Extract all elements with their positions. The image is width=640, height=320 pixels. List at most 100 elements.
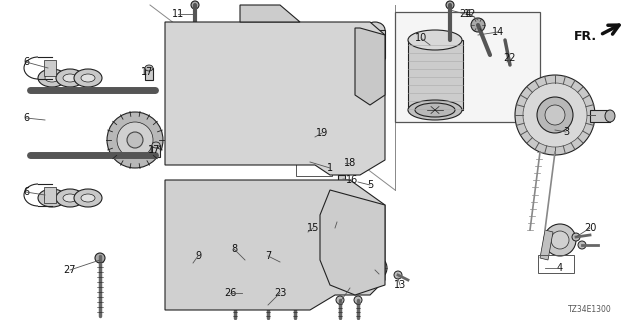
Text: 3: 3 bbox=[563, 127, 569, 137]
Circle shape bbox=[345, 215, 365, 235]
Circle shape bbox=[500, 35, 510, 45]
Polygon shape bbox=[296, 125, 340, 148]
Text: 8: 8 bbox=[231, 244, 237, 254]
Polygon shape bbox=[240, 5, 300, 22]
Ellipse shape bbox=[81, 194, 95, 202]
Text: 26: 26 bbox=[224, 288, 236, 298]
Text: 24: 24 bbox=[459, 9, 471, 19]
Circle shape bbox=[303, 227, 313, 237]
Circle shape bbox=[223, 259, 233, 269]
Text: 6: 6 bbox=[23, 113, 29, 123]
Ellipse shape bbox=[264, 63, 296, 107]
Circle shape bbox=[267, 259, 277, 269]
Circle shape bbox=[255, 220, 295, 260]
Ellipse shape bbox=[63, 194, 77, 202]
Ellipse shape bbox=[74, 69, 102, 87]
Circle shape bbox=[515, 75, 595, 155]
Polygon shape bbox=[165, 22, 385, 175]
Ellipse shape bbox=[408, 30, 462, 50]
Circle shape bbox=[210, 255, 250, 295]
Ellipse shape bbox=[468, 30, 488, 40]
Bar bbox=[152, 145, 160, 157]
Ellipse shape bbox=[474, 33, 482, 37]
Ellipse shape bbox=[38, 69, 66, 87]
Text: 6: 6 bbox=[23, 57, 29, 67]
Text: 6: 6 bbox=[23, 187, 29, 197]
Circle shape bbox=[218, 228, 242, 252]
Polygon shape bbox=[165, 180, 385, 310]
Text: 23: 23 bbox=[274, 288, 286, 298]
Circle shape bbox=[187, 257, 199, 269]
Ellipse shape bbox=[56, 69, 84, 87]
Polygon shape bbox=[540, 230, 553, 260]
Circle shape bbox=[363, 256, 387, 280]
Ellipse shape bbox=[200, 71, 220, 99]
Circle shape bbox=[263, 228, 287, 252]
Circle shape bbox=[537, 97, 573, 133]
Circle shape bbox=[446, 1, 454, 9]
Circle shape bbox=[551, 231, 569, 249]
Text: 16: 16 bbox=[346, 175, 358, 185]
Text: 15: 15 bbox=[307, 223, 319, 233]
Circle shape bbox=[127, 132, 143, 148]
Text: 20: 20 bbox=[584, 223, 596, 233]
Ellipse shape bbox=[45, 194, 59, 202]
Ellipse shape bbox=[365, 22, 385, 38]
Circle shape bbox=[263, 263, 287, 287]
Ellipse shape bbox=[145, 65, 153, 71]
Circle shape bbox=[346, 251, 374, 279]
Bar bbox=[395, 12, 540, 122]
Circle shape bbox=[337, 207, 373, 243]
Circle shape bbox=[544, 224, 576, 256]
Bar bbox=[365, 30, 385, 58]
Text: 27: 27 bbox=[64, 265, 76, 275]
Text: 4: 4 bbox=[557, 263, 563, 273]
Bar bbox=[408, 40, 463, 110]
Ellipse shape bbox=[365, 50, 385, 66]
Text: FR.: FR. bbox=[574, 30, 597, 44]
Text: 12: 12 bbox=[464, 9, 476, 19]
Circle shape bbox=[210, 220, 250, 260]
Circle shape bbox=[369, 262, 381, 274]
Bar bbox=[338, 175, 345, 182]
Text: 14: 14 bbox=[492, 27, 504, 37]
Polygon shape bbox=[320, 190, 385, 295]
Circle shape bbox=[545, 105, 565, 125]
Ellipse shape bbox=[63, 74, 77, 82]
Bar bbox=[296, 148, 332, 176]
Ellipse shape bbox=[605, 110, 615, 122]
Bar bbox=[44, 60, 56, 76]
Ellipse shape bbox=[45, 74, 59, 82]
Circle shape bbox=[572, 233, 580, 241]
Text: 13: 13 bbox=[394, 280, 406, 290]
Ellipse shape bbox=[408, 100, 462, 120]
Ellipse shape bbox=[235, 71, 255, 99]
Bar bbox=[44, 187, 56, 203]
Text: 17: 17 bbox=[148, 145, 160, 155]
Ellipse shape bbox=[74, 189, 102, 207]
Circle shape bbox=[255, 255, 295, 295]
Circle shape bbox=[354, 296, 362, 304]
Circle shape bbox=[95, 253, 105, 263]
Ellipse shape bbox=[152, 142, 160, 148]
Bar bbox=[242, 273, 302, 305]
Text: 5: 5 bbox=[367, 180, 373, 190]
Ellipse shape bbox=[38, 189, 66, 207]
Ellipse shape bbox=[194, 63, 226, 107]
Text: 22: 22 bbox=[504, 53, 516, 63]
Ellipse shape bbox=[56, 189, 84, 207]
Circle shape bbox=[191, 1, 199, 9]
Text: TZ34E1300: TZ34E1300 bbox=[568, 306, 612, 315]
Ellipse shape bbox=[299, 63, 331, 107]
Bar bbox=[538, 255, 574, 273]
Ellipse shape bbox=[81, 74, 95, 82]
Circle shape bbox=[264, 296, 272, 304]
Text: 18: 18 bbox=[344, 158, 356, 168]
Text: 25: 25 bbox=[344, 283, 356, 293]
Circle shape bbox=[394, 271, 402, 279]
Text: 7: 7 bbox=[265, 251, 271, 261]
Text: 2: 2 bbox=[376, 269, 382, 279]
Text: 10: 10 bbox=[415, 33, 427, 43]
Circle shape bbox=[291, 296, 299, 304]
Circle shape bbox=[578, 241, 586, 249]
